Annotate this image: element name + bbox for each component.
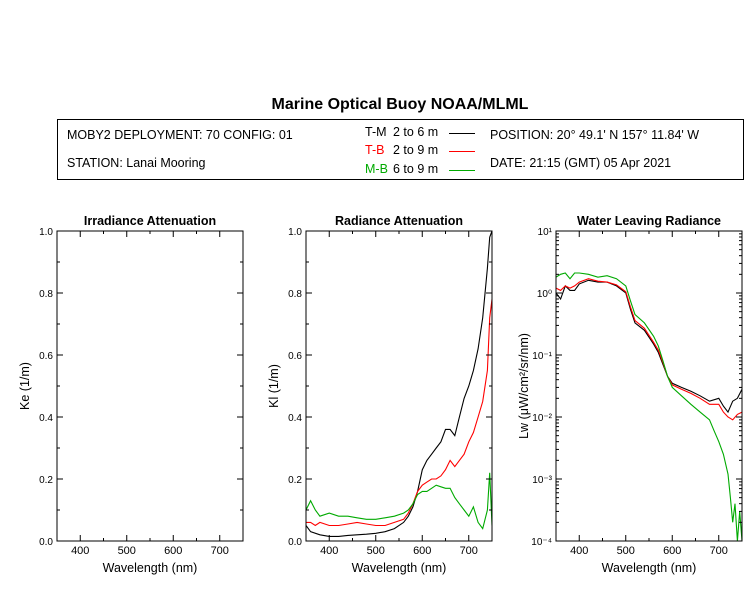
series-line-m-b	[306, 472, 492, 530]
x-tick-label: 500	[118, 545, 136, 557]
x-tick-label: 400	[320, 545, 338, 557]
y-tick-label: 10⁻³	[532, 475, 552, 486]
date-text: DATE: 21:15 (GMT) 05 Apr 2021	[490, 156, 672, 170]
series-line-t-m	[556, 279, 742, 414]
chart-panel-1: Irradiance Attenuation 400 500 600 700 Wavele…	[18, 214, 244, 575]
y-tick-label: 0.6	[288, 351, 302, 362]
x-tick-label: 700	[211, 545, 229, 557]
chart-title: Water Leaving Radiance	[577, 214, 721, 228]
plot-frame	[555, 230, 743, 542]
y-tick-label: 0.2	[39, 475, 53, 486]
y-tick-label: 0.0	[39, 537, 53, 548]
x-tick-label: 500	[617, 545, 635, 557]
x-tick-label: 400	[71, 545, 89, 557]
x-tick-label: 600	[164, 545, 182, 557]
y-tick-label: 0.4	[39, 413, 53, 424]
x-axis-label: Wavelength (nm)	[103, 561, 198, 575]
y-tick-label: 0.0	[288, 537, 302, 548]
y-tick-label: 0.8	[39, 289, 53, 300]
legend-range-mb: 6 to 9 m	[393, 162, 439, 176]
x-tick-label: 600	[413, 545, 431, 557]
info-box: MOBY2 DEPLOYMENT: 70 CONFIG: 01 STATION:…	[57, 119, 744, 180]
series-line-t-b	[306, 299, 492, 527]
y-tick-label: 1.0	[288, 227, 302, 238]
series-line-t-b	[556, 278, 742, 421]
deployment-text: MOBY2 DEPLOYMENT: 70 CONFIG: 01	[67, 128, 293, 142]
y-axis-label: Ke (1/m)	[18, 362, 32, 410]
legend-label-tb: T-B	[365, 143, 385, 157]
y-tick-label: 10⁰	[537, 289, 552, 300]
plot-frame	[305, 230, 493, 542]
chart-panel-2: Radiance Attenuation 400 500 600 700 Waveleng…	[267, 214, 493, 575]
y-tick-label: 0.8	[288, 289, 302, 300]
x-tick-label: 700	[710, 545, 728, 557]
series-line-m-b	[556, 272, 742, 541]
x-tick-label: 700	[460, 545, 478, 557]
legend-label-tm: T-M	[365, 125, 387, 139]
y-tick-label: 10⁻²	[532, 413, 552, 424]
x-tick-label: 600	[663, 545, 681, 557]
x-axis-label: Wavelength (nm)	[602, 561, 697, 575]
x-tick-label: 500	[367, 545, 385, 557]
page-title: Marine Optical Buoy NOAA/MLML	[271, 96, 529, 113]
y-tick-label: 0.4	[288, 413, 302, 424]
series-line-t-m	[306, 231, 492, 537]
y-axis-label: Kl (1/m)	[267, 364, 281, 408]
y-tick-label: 10¹	[538, 227, 553, 238]
y-tick-label: 1.0	[39, 227, 53, 238]
chart-title: Radiance Attenuation	[335, 214, 463, 228]
y-tick-label: 0.6	[39, 351, 53, 362]
legend-range-tb: 2 to 9 m	[393, 143, 439, 157]
x-axis-label: Wavelength (nm)	[352, 561, 447, 575]
y-tick-label: 0.2	[288, 475, 302, 486]
position-text: POSITION: 20° 49.1' N 157° 11.84' W	[490, 128, 700, 142]
y-tick-label: 10⁻⁴	[531, 537, 552, 548]
plot-frame	[56, 230, 244, 542]
x-tick-label: 400	[570, 545, 588, 557]
y-axis-label: Lw (μW/cm²/sr/nm)	[517, 333, 531, 439]
y-tick-label: 10⁻¹	[532, 351, 552, 362]
station-text: STATION: Lanai Mooring	[67, 156, 206, 170]
legend-swatch-tm	[449, 133, 475, 134]
legend-label-mb: M-B	[365, 162, 388, 176]
legend-swatch-tb	[449, 151, 475, 152]
chart-panel-3: Water Leaving Radiance 400 500 600 700 Wavele…	[517, 214, 743, 575]
chart-title: Irradiance Attenuation	[84, 214, 216, 228]
legend-range-tm: 2 to 6 m	[393, 125, 439, 139]
legend-swatch-mb	[449, 170, 475, 171]
